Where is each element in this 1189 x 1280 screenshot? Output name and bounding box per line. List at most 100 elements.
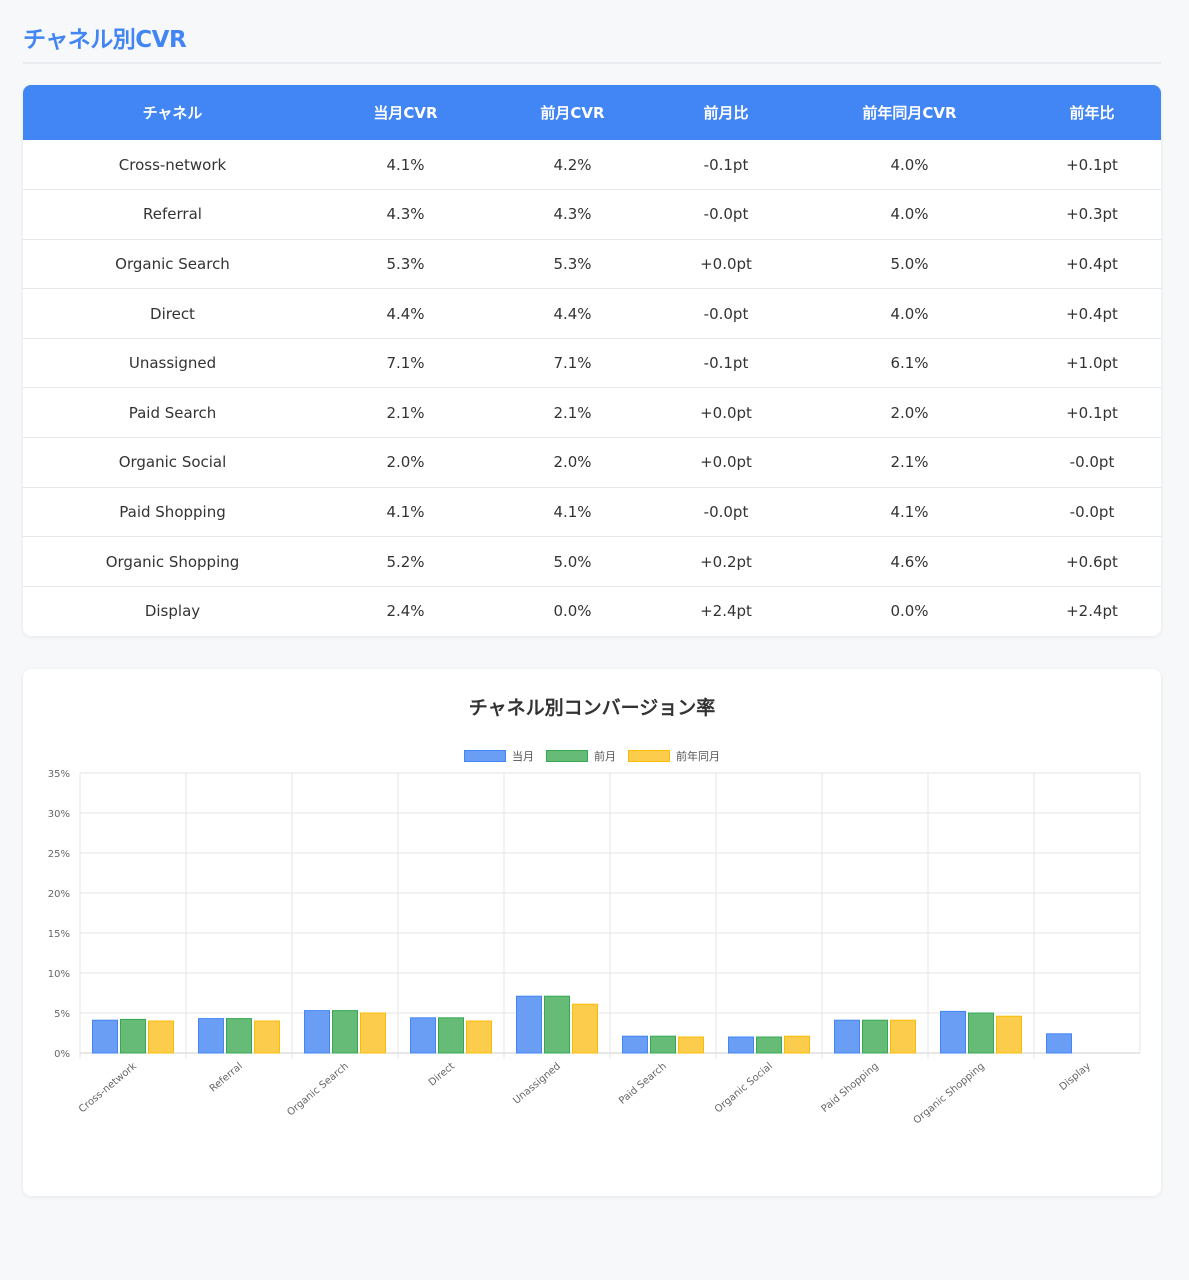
table-row: Cross-network 4.1% 4.2% -0.1pt 4.0% +0.1pt (23, 140, 1161, 190)
y-tick-label: 10% (48, 969, 70, 980)
cell-prev-year-cvr: 4.0% (890, 304, 929, 323)
cell-prev-month-cvr: 5.0% (553, 552, 592, 571)
table-row: Unassigned 7.1% 7.1% -0.1pt 6.1% +1.0pt (23, 338, 1161, 388)
cell-mom-diff: -0.0pt (703, 304, 749, 323)
bar-direct-s1[interactable] (438, 1017, 464, 1054)
cell-yoy-diff: +0.4pt (1066, 254, 1118, 273)
bar-display-s0[interactable] (1046, 1033, 1072, 1054)
cell-prev-year-cvr: 5.0% (890, 254, 929, 273)
cell-prev-year-cvr: 4.6% (890, 552, 929, 571)
table-row: Display 2.4% 0.0% +2.4pt 0.0% +2.4pt (23, 586, 1161, 636)
x-tick-label: Paid Search (617, 1061, 669, 1107)
bar-paid-shopping-s1[interactable] (862, 1019, 888, 1054)
bar-paid-search-s2[interactable] (678, 1036, 704, 1054)
cell-yoy-diff: +0.3pt (1066, 205, 1118, 224)
bar-paid-search-s1[interactable] (650, 1035, 676, 1054)
bar-organic-search-s2[interactable] (360, 1012, 386, 1054)
header-mom-diff: 前月比 (703, 104, 749, 122)
y-tick-label: 0% (54, 1049, 70, 1060)
cell-current-cvr: 2.4% (386, 602, 425, 621)
bar-organic-social-s2[interactable] (784, 1035, 810, 1054)
cell-mom-diff: +0.0pt (700, 403, 752, 422)
cell-channel: Display (144, 602, 201, 621)
y-tick-label: 5% (54, 1009, 70, 1020)
cell-yoy-diff: +1.0pt (1066, 354, 1118, 373)
cell-current-cvr: 4.1% (386, 155, 425, 174)
table-row: Organic Shopping 5.2% 5.0% +0.2pt 4.6% +0.6pt (23, 536, 1161, 587)
x-tick-label: Paid Shopping (819, 1061, 880, 1115)
chart-title: チャネル別コンバージョン率 (468, 697, 716, 719)
cell-mom-diff: +0.2pt (700, 552, 752, 571)
cell-current-cvr: 4.3% (386, 205, 425, 224)
bar-organic-shopping-s0[interactable] (940, 1010, 966, 1054)
cell-yoy-diff: -0.0pt (1069, 453, 1115, 472)
bar-referral-s1[interactable] (226, 1018, 252, 1054)
cell-current-cvr: 2.0% (386, 453, 425, 472)
bar-referral-s0[interactable] (198, 1018, 224, 1054)
header-prev-month-cvr: 前月CVR (540, 104, 605, 122)
table-header-row: チャネル 当月CVR 前月CVR 前月比 前年同月CVR 前年比 (23, 85, 1161, 140)
legend-label-prev-month: 前月 (594, 750, 616, 763)
bar-organic-search-s1[interactable] (332, 1010, 358, 1054)
cell-prev-month-cvr: 4.1% (553, 502, 592, 521)
cell-prev-month-cvr: 2.1% (553, 403, 592, 422)
cell-current-cvr: 5.2% (386, 552, 425, 571)
y-tick-label: 15% (48, 929, 70, 940)
bar-cross-network-s0[interactable] (92, 1019, 118, 1054)
cell-channel: Organic Shopping (105, 552, 240, 571)
cell-prev-month-cvr: 4.3% (553, 205, 592, 224)
bar-unassigned-s1[interactable] (544, 995, 570, 1054)
bar-paid-shopping-s2[interactable] (890, 1019, 916, 1054)
header-prev-year-cvr: 前年同月CVR (862, 104, 957, 122)
y-tick-label: 35% (48, 769, 70, 780)
cell-mom-diff: +2.4pt (700, 602, 752, 621)
x-tick-label: Unassigned (511, 1061, 563, 1107)
bar-organic-shopping-s2[interactable] (996, 1015, 1022, 1054)
header-current-cvr: 当月CVR (373, 104, 438, 122)
cell-prev-year-cvr: 4.1% (890, 502, 929, 521)
cell-mom-diff: -0.1pt (703, 155, 749, 174)
legend-item-prev-year[interactable]: 前年同月 (628, 748, 720, 764)
bar-paid-shopping-s0[interactable] (834, 1019, 860, 1054)
bar-cross-network-s2[interactable] (148, 1020, 174, 1054)
table-row: Referral 4.3% 4.3% -0.0pt 4.0% +0.3pt (23, 189, 1161, 240)
bar-organic-search-s0[interactable] (304, 1010, 330, 1054)
cell-mom-diff: +0.0pt (700, 254, 752, 273)
cell-mom-diff: -0.0pt (703, 205, 749, 224)
chart-legend: 当月 前月 前年同月 (23, 748, 1161, 764)
legend-item-prev-month[interactable]: 前月 (546, 748, 616, 764)
bar-direct-s2[interactable] (466, 1020, 492, 1054)
cell-prev-month-cvr: 0.0% (553, 602, 592, 621)
bar-paid-search-s0[interactable] (622, 1035, 648, 1054)
cvr-table: チャネル 当月CVR 前月CVR 前月比 前年同月CVR 前年比 Cross-n… (23, 85, 1161, 636)
cell-yoy-diff: +0.6pt (1066, 552, 1118, 571)
legend-item-current[interactable]: 当月 (464, 748, 534, 764)
cell-current-cvr: 2.1% (386, 403, 425, 422)
x-tick-label: Referral (208, 1061, 245, 1095)
cell-mom-diff: -0.0pt (703, 502, 749, 521)
cell-current-cvr: 4.1% (386, 502, 425, 521)
header-channel: チャネル (142, 104, 203, 122)
bar-cross-network-s1[interactable] (120, 1018, 146, 1054)
bar-organic-social-s1[interactable] (756, 1036, 782, 1054)
bar-direct-s0[interactable] (410, 1017, 436, 1054)
x-tick-label: Organic Social (713, 1061, 775, 1116)
title-divider (23, 62, 1161, 64)
cell-channel: Cross-network (118, 155, 227, 174)
bar-unassigned-s2[interactable] (572, 1003, 598, 1054)
bar-unassigned-s0[interactable] (516, 995, 542, 1054)
header-yoy-diff: 前年比 (1069, 104, 1115, 122)
legend-label-current: 当月 (512, 750, 534, 763)
y-tick-label: 30% (48, 809, 70, 820)
bar-organic-social-s0[interactable] (728, 1036, 754, 1054)
table-row: Paid Shopping 4.1% 4.1% -0.0pt 4.1% -0.0pt (23, 487, 1161, 537)
cell-current-cvr: 4.4% (386, 304, 425, 323)
legend-label-prev-year: 前年同月 (676, 750, 720, 763)
cell-prev-month-cvr: 7.1% (553, 354, 592, 373)
cell-yoy-diff: +0.1pt (1066, 403, 1118, 422)
page-title: チャネル別CVR (23, 27, 187, 53)
cell-channel: Unassigned (128, 354, 217, 373)
bar-organic-shopping-s1[interactable] (968, 1012, 994, 1054)
cell-current-cvr: 5.3% (386, 254, 425, 273)
bar-referral-s2[interactable] (254, 1020, 280, 1054)
